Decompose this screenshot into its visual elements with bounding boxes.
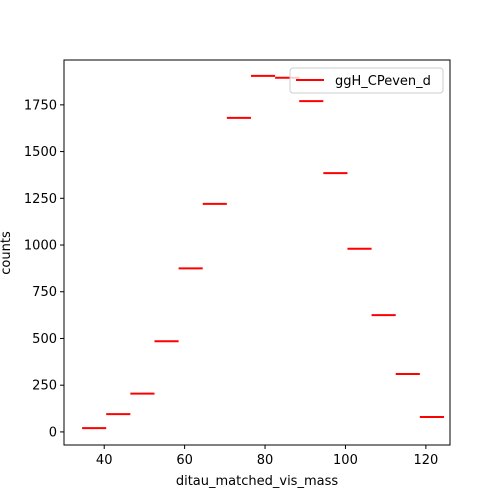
legend: ggH_CPeven_d [289, 67, 444, 94]
y-tick-label: 0 [49, 425, 57, 440]
x-axis: 40 60 80 100 120 [96, 445, 438, 468]
x-tick-label: 80 [257, 453, 274, 468]
x-tick-label: 120 [413, 453, 438, 468]
y-tick-label: 500 [32, 332, 57, 347]
x-tick-label: 60 [176, 453, 193, 468]
legend-label: ggH_CPeven_d [335, 74, 431, 89]
y-tick-label: 250 [32, 379, 57, 394]
y-tick-label: 1500 [24, 145, 57, 160]
x-tick-label: 40 [96, 453, 113, 468]
y-axis-label: counts [0, 231, 14, 275]
y-axis: 0 250 500 750 1000 1250 1500 1750 [24, 98, 64, 440]
y-tick-label: 750 [32, 285, 57, 300]
y-tick-label: 1000 [24, 239, 57, 254]
x-tick-label: 100 [333, 453, 358, 468]
plot-frame [63, 59, 451, 446]
legend-box [289, 67, 444, 94]
y-tick-label: 1250 [24, 192, 57, 207]
x-axis-label: ditau_matched_vis_mass [176, 474, 339, 489]
chart-marks [82, 74, 444, 430]
y-tick-label: 1750 [24, 98, 57, 113]
